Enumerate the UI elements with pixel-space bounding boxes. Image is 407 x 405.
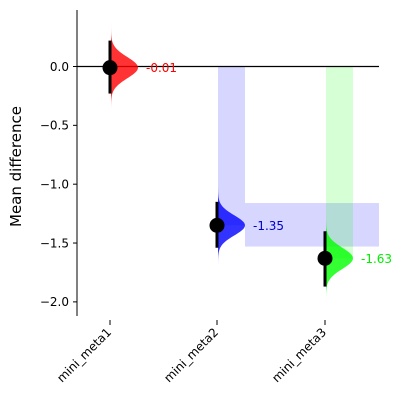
y-tick-label: −1.5 [40,236,69,250]
y-tick-label: −1.0 [40,177,69,191]
y-axis-title: Mean difference [7,106,25,227]
mean-point-mini_meta3 [317,250,333,266]
effect-label-mini_meta1: -0.01 [146,61,177,75]
effect-label-mini_meta3: -1.63 [361,252,392,266]
confidence-intervals [108,40,327,287]
mean-points [102,60,333,266]
y-tick-label: 0.0 [50,60,69,74]
band-vertical-mini_meta2 [218,66,245,226]
distribution-mini_meta3 [326,215,353,302]
y-tick-label: −0.5 [40,119,69,133]
y-tick-label: −2.0 [40,295,69,309]
ci-bands [218,66,379,259]
mean-point-mini_meta1 [102,60,118,76]
distribution-mini_meta2 [218,186,245,265]
mean-point-mini_meta2 [209,217,225,233]
distribution-mini_meta1 [111,22,138,109]
x-axis-ticks: mini_meta1 mini_meta2 mini_meta3 [54,320,329,385]
x-tick-label-mini_meta1: mini_meta1 [54,325,114,385]
effect-labels: -0.01 -1.35 -1.63 [146,61,392,266]
y-axis-ticks: 0.0 −0.5 −1.0 −1.5 −2.0 [40,60,77,309]
band-vertical-mini_meta3 [326,66,353,259]
band-horizontal-mini_meta2 [245,203,379,247]
bootstrap-distributions [111,22,353,302]
effect-label-mini_meta2: -1.35 [253,219,284,233]
x-tick-label-mini_meta2: mini_meta2 [161,325,221,385]
x-tick-label-mini_meta3: mini_meta3 [269,325,329,385]
